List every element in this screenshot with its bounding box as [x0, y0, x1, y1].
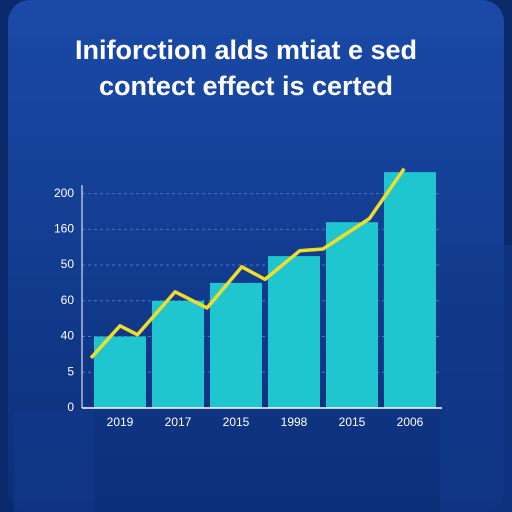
y-tick-label: 5: [67, 364, 74, 378]
y-tick-label: 40: [61, 329, 75, 343]
y-tick-label: 200: [54, 186, 74, 200]
y-tick-label: 60: [61, 293, 75, 307]
bar: [210, 282, 262, 408]
decor: [14, 410, 94, 512]
bar: [326, 222, 378, 408]
bar: [268, 256, 320, 408]
x-tick-label: 2015: [339, 415, 366, 429]
bar: [94, 336, 146, 408]
y-tick-label: 160: [54, 221, 74, 235]
y-tick-label: 50: [61, 257, 75, 271]
x-tick-label: 2015: [223, 415, 250, 429]
x-tick-label: 2019: [107, 415, 134, 429]
decor: [440, 245, 512, 512]
chart-title: Iniforction alds mtiat e sed: [75, 35, 417, 65]
chart-title: contect effect is certed: [99, 71, 393, 101]
bar: [152, 300, 204, 408]
x-tick-label: 1998: [281, 415, 308, 429]
x-tick-label: 2006: [397, 415, 424, 429]
x-tick-label: 2017: [165, 415, 192, 429]
trend-line: [89, 167, 406, 360]
bar: [384, 172, 436, 408]
y-tick-label: 0: [67, 400, 74, 414]
